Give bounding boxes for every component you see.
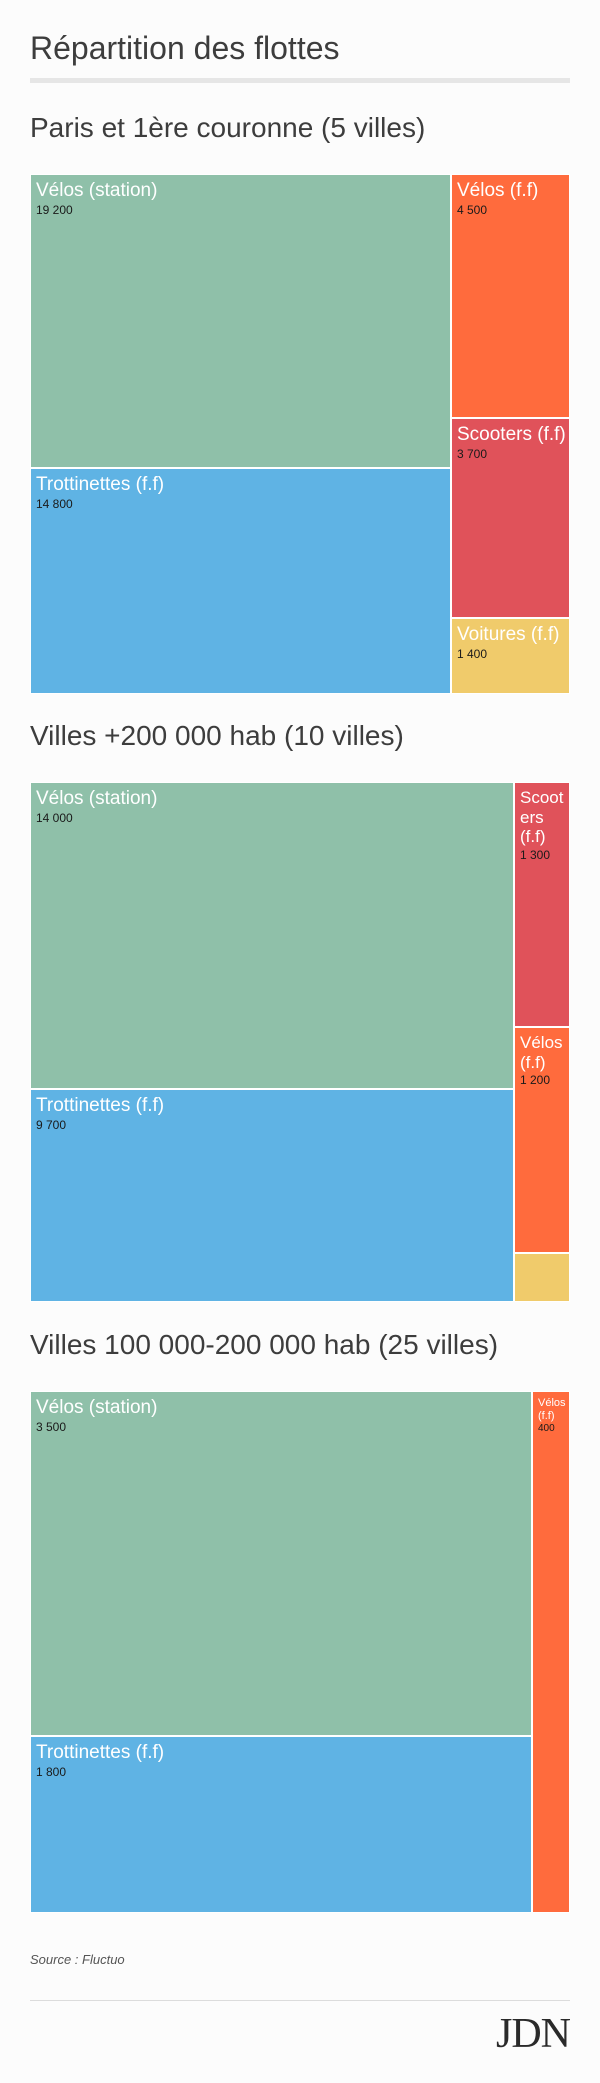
tile-value: 1 300: [520, 848, 551, 862]
tile-label: Vélos (f.f): [538, 1397, 566, 1422]
treemap-tile-velos-station: Vélos (station) 19 200: [30, 174, 451, 468]
tile-label: Trottinettes (f.f): [36, 1095, 165, 1116]
title-divider: [30, 78, 570, 83]
chart-heading-villes-200k: Villes +200 000 hab (10 villes): [30, 720, 404, 751]
jdn-logo: JDN: [495, 2011, 571, 2057]
page-title: Répartition des flottes: [30, 30, 340, 66]
chart-heading-villes-100k: Villes 100 000-200 000 hab (25 villes): [30, 1329, 499, 1360]
tile-value: 1 400: [457, 647, 488, 661]
tile-label: Vélos (station): [36, 180, 158, 201]
treemap-tile-trottinettes-f-f: Trottinettes (f.f) 9 700: [30, 1089, 514, 1302]
tile-label: Voitures (f.f): [457, 624, 560, 645]
treemap-tile-velos-f-f: Vélos (f.f) 400: [532, 1391, 570, 1913]
tile-label: Vélos (f.f): [520, 1033, 563, 1072]
tile-value: 4 500: [457, 203, 488, 217]
tile-value: 19 200: [36, 203, 73, 217]
chart-heading-paris: Paris et 1ère couronne (5 villes): [30, 112, 426, 143]
tile-value: 14 000: [36, 811, 73, 825]
treemap-tile-scooters-f-f: Scooters (f.f) 1 300: [514, 782, 570, 1027]
tile-value: 400: [538, 1423, 555, 1434]
treemap-paris: Vélos (station) 19 200 Trottinettes (f.f) 1…: [30, 174, 570, 694]
tile-label: Scooters (f.f): [457, 424, 566, 445]
treemap-tile-velos-station: Vélos (station) 3 500: [30, 1391, 532, 1736]
treemap-tile-velos-station: Vélos (station) 14 000: [30, 782, 514, 1089]
tile-label: Trottinettes (f.f): [36, 1742, 165, 1763]
tile-value: 3 500: [36, 1420, 67, 1434]
tile-value: 1 800: [36, 1765, 67, 1779]
treemap-villes-100k: Vélos (station) 3 500 Trottinettes (f.f) 1 …: [30, 1391, 570, 1913]
tile-value: 1 200: [520, 1073, 551, 1087]
treemap-tile-trottinettes-f-f: Trottinettes (f.f) 14 800: [30, 468, 451, 694]
source-note: Source : Fluctuo: [30, 1952, 125, 1967]
treemap-tile-trottinettes-f-f: Trottinettes (f.f) 1 800: [30, 1736, 532, 1913]
tile-label: Vélos (station): [36, 1397, 158, 1418]
treemap-tile-scooters-f-f: Scooters (f.f) 3 700: [451, 418, 570, 618]
treemap-tile-velos-f-f: Vélos (f.f) 1 200: [514, 1027, 570, 1253]
tile-label: Trottinettes (f.f): [36, 474, 165, 495]
tile-value: 9 700: [36, 1118, 67, 1132]
tile-value: 3 700: [457, 447, 488, 461]
tile-label: Vélos (station): [36, 788, 158, 809]
tile-value: 14 800: [36, 497, 73, 511]
treemap-villes-200k: Vélos (station) 14 000 Trottinettes (f.f) 9…: [30, 782, 570, 1302]
tile-label: Vélos (f.f): [457, 180, 539, 201]
tile-label: Scooters (f.f): [520, 788, 564, 847]
treemap-tile-voitures-f-f: Voitures (f.f) 1 400: [451, 618, 570, 694]
treemap-tile-velos-f-f: Vélos (f.f) 4 500: [451, 174, 570, 418]
footer-divider: [30, 2000, 570, 2001]
treemap-tile-voitures-f-f: [514, 1253, 570, 1302]
